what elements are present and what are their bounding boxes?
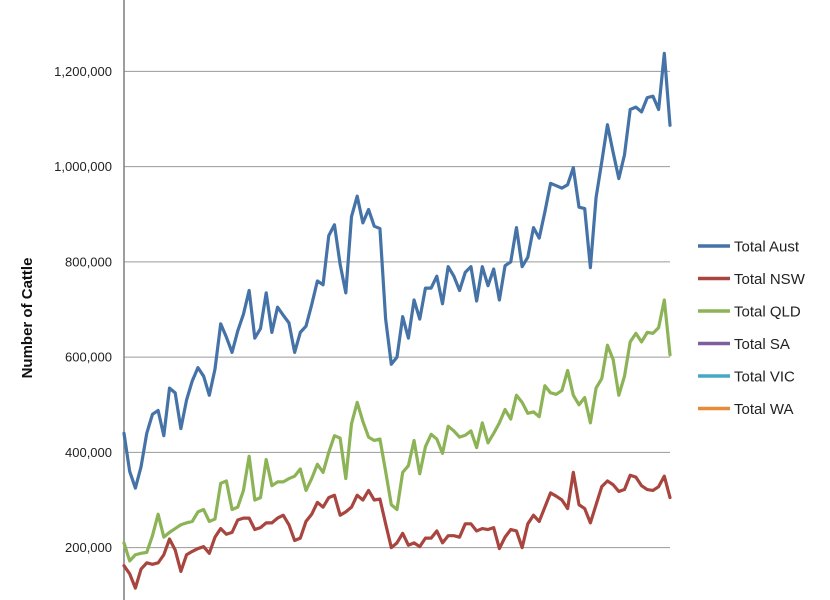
legend-entry: Total VIC (734, 369, 795, 386)
y-tick-label: 200,000 (65, 540, 112, 555)
legend-entry: Total SA (734, 336, 790, 353)
y-tick-label: 800,000 (65, 254, 112, 269)
series-line-total-nsw (122, 470, 672, 590)
legend-entry: Total NSW (734, 271, 806, 288)
gridlines (124, 70, 670, 549)
legend-entry: Total WA (734, 401, 793, 418)
y-axis-label: Number of Cattle (19, 258, 36, 379)
y-tick-label: 400,000 (65, 445, 112, 460)
legend: Total Aust Total NSW Total QLD Total SA Tota… (698, 239, 806, 418)
legend-entry: Total Aust (734, 239, 800, 256)
y-tick-label: 1,200,000 (54, 64, 112, 79)
y-axis-tick-labels: 200,000 400,000 600,000 800,000 1,000,000 1,2… (54, 64, 112, 555)
series-line-total-qld (122, 298, 672, 563)
y-tick-label: 600,000 (65, 350, 112, 365)
series-line-total-aust (122, 51, 672, 490)
y-tick-label: 1,000,000 (54, 159, 112, 174)
legend-entry: Total QLD (734, 304, 801, 321)
series-lines (122, 51, 672, 590)
